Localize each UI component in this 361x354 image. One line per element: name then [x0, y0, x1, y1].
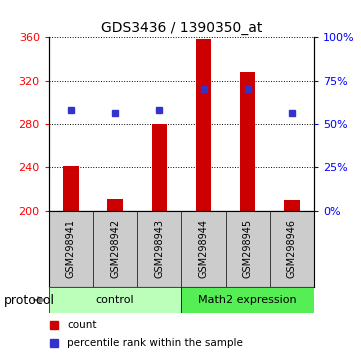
Text: control: control	[96, 295, 134, 305]
Text: GSM298943: GSM298943	[154, 219, 164, 278]
Text: GSM298942: GSM298942	[110, 219, 120, 278]
Text: GSM298944: GSM298944	[199, 219, 209, 278]
Bar	[152, 124, 167, 211]
Bar	[63, 166, 79, 211]
Title: GDS3436 / 1390350_at: GDS3436 / 1390350_at	[101, 21, 262, 35]
Text: percentile rank within the sample: percentile rank within the sample	[67, 338, 243, 348]
Text: GSM298946: GSM298946	[287, 219, 297, 278]
Text: protocol: protocol	[4, 293, 55, 307]
Text: count: count	[67, 320, 97, 330]
Text: GSM298941: GSM298941	[66, 219, 76, 278]
Bar	[284, 200, 300, 211]
Text: GSM298945: GSM298945	[243, 219, 253, 278]
Bar	[240, 72, 256, 211]
Text: Math2 expression: Math2 expression	[199, 295, 297, 305]
Bar	[196, 39, 211, 211]
Bar	[181, 287, 314, 313]
Bar	[49, 287, 181, 313]
Bar	[107, 199, 123, 211]
